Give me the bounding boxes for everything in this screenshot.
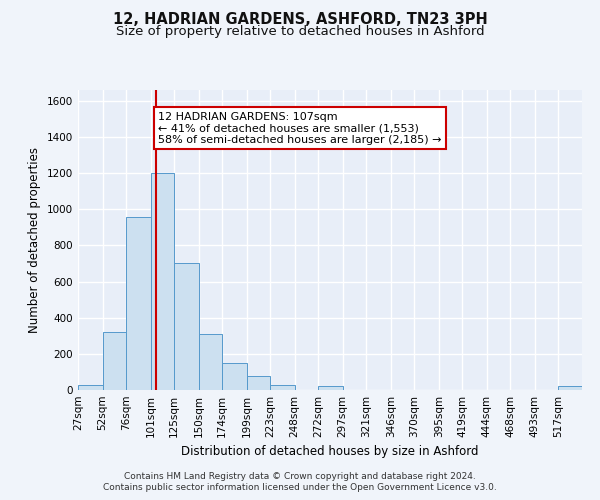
Bar <box>270 386 295 390</box>
Text: Size of property relative to detached houses in Ashford: Size of property relative to detached ho… <box>116 25 484 38</box>
Text: 12 HADRIAN GARDENS: 107sqm
← 41% of detached houses are smaller (1,553)
58% of s: 12 HADRIAN GARDENS: 107sqm ← 41% of deta… <box>158 112 442 145</box>
Bar <box>199 334 222 390</box>
Bar <box>103 332 126 390</box>
Bar <box>318 386 343 390</box>
Text: Contains HM Land Registry data © Crown copyright and database right 2024.
Contai: Contains HM Land Registry data © Crown c… <box>103 472 497 492</box>
Text: 12, HADRIAN GARDENS, ASHFORD, TN23 3PH: 12, HADRIAN GARDENS, ASHFORD, TN23 3PH <box>113 12 487 28</box>
Bar <box>174 264 199 390</box>
Bar <box>559 386 582 390</box>
Bar <box>222 363 247 390</box>
Bar <box>126 216 151 390</box>
Y-axis label: Number of detached properties: Number of detached properties <box>28 147 41 333</box>
Bar <box>247 376 270 390</box>
Bar <box>78 384 103 390</box>
X-axis label: Distribution of detached houses by size in Ashford: Distribution of detached houses by size … <box>181 446 479 458</box>
Bar <box>151 173 174 390</box>
